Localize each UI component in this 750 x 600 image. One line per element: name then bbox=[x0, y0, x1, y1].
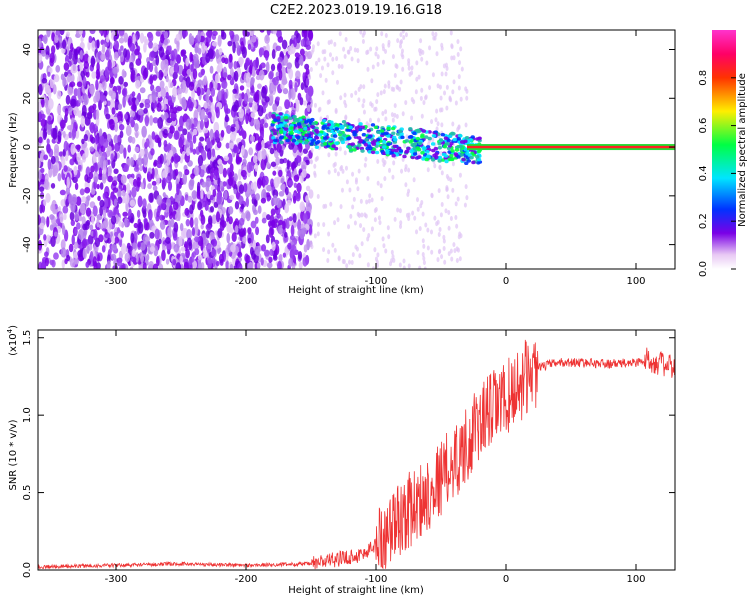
spectrogram-y-tick-label: 40 bbox=[22, 43, 33, 56]
snr-x-axis-label: Height of straight line (km) bbox=[288, 585, 424, 596]
colorbar-tick-label: 0.8 bbox=[698, 70, 709, 86]
spectrogram-x-tick-label: -200 bbox=[235, 276, 258, 287]
spectrogram-x-tick-label: 100 bbox=[626, 276, 645, 287]
snr-multiplier-label: (x104) bbox=[6, 325, 19, 356]
spectrogram-frame bbox=[37, 29, 676, 270]
spectrogram-x-tick-label: -100 bbox=[365, 276, 388, 287]
svg-text:(x104): (x104) bbox=[6, 325, 19, 356]
spectrogram-y-tick-label: -20 bbox=[22, 188, 33, 204]
snr-y-axis-label: SNR (10 * v/v) bbox=[8, 419, 19, 490]
colorbar-label: Normalized spectral amplitude bbox=[737, 73, 748, 227]
colorbar-tick-label: 0.6 bbox=[698, 118, 709, 134]
colorbar bbox=[712, 30, 736, 269]
colorbar-tick-label: 0.0 bbox=[698, 261, 709, 277]
colorbar-tick-label: 0.2 bbox=[698, 213, 709, 229]
spectrogram-y-axis-label: Frequency (Hz) bbox=[8, 112, 19, 188]
snr-series-line bbox=[38, 339, 675, 570]
spectrogram-heatmap bbox=[38, 30, 675, 269]
snr-x-tick-label: -100 bbox=[365, 574, 388, 585]
snr-x-tick-label: 0 bbox=[503, 574, 509, 585]
spectrogram-y-tick-label: -40 bbox=[22, 236, 33, 252]
colorbar-tick-label: 0.4 bbox=[698, 165, 709, 181]
spectrogram-x-tick-label: 0 bbox=[503, 276, 509, 287]
snr-y-tick-label: 1.5 bbox=[22, 330, 33, 346]
snr-x-tick-label: -300 bbox=[105, 574, 128, 585]
spectrogram-x-axis-label: Height of straight line (km) bbox=[288, 285, 424, 296]
snr-y-tick-label: 0.0 bbox=[22, 562, 33, 578]
snr-panel: -300 -200 -100 0 100 0.0 0.5 1.0 1.5 Height of s… bbox=[6, 325, 676, 596]
spectrogram-x-tick-label: -300 bbox=[105, 276, 128, 287]
snr-y-tick-label: 1.0 bbox=[22, 407, 33, 423]
spectrogram-y-tick-label: 0 bbox=[22, 144, 33, 150]
snr-frame bbox=[37, 329, 676, 571]
spectrogram-y-tick-label: 20 bbox=[22, 92, 33, 105]
snr-y-tick-label: 0.5 bbox=[22, 485, 33, 501]
snr-x-tick-label: 100 bbox=[626, 574, 645, 585]
snr-x-tick-label: -200 bbox=[235, 574, 258, 585]
chart-title: C2E2.2023.019.19.16.G18 bbox=[270, 3, 442, 18]
